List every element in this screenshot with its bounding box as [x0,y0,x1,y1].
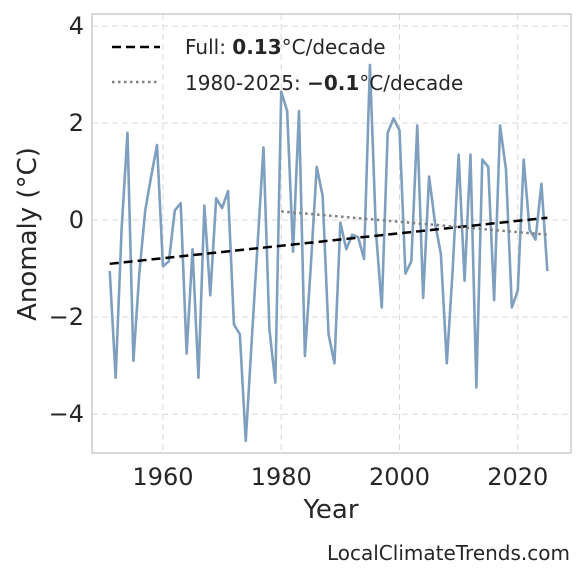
legend-entry-full: Full: 0.13°C/decade [185,35,386,59]
legend-recent-prefix: 1980-2025: [185,71,307,95]
anomaly-series-line [108,63,549,443]
y-tick-label-2: 2 [69,109,84,137]
credit-text: LocalClimateTrends.com [327,541,570,565]
trend-line-recent [281,210,548,236]
series-layer [108,63,549,443]
y-tick-labels: −4 −2 0 2 4 [49,12,84,428]
y-tick-label--2: −2 [49,303,84,331]
plot-frame [91,13,572,454]
x-tick-label-2020: 2020 [487,463,548,491]
y-tick-label-0: 0 [69,206,84,234]
x-axis-label: Year [302,495,358,525]
legend-entry-recent: 1980-2025: −0.1°C/decade [185,71,463,95]
x-tick-labels: 1960 1980 2000 2020 [132,463,548,491]
y-tick-label--4: −4 [49,400,84,428]
legend-recent-suffix: °C/decade [359,71,463,95]
trend-layer [109,210,548,266]
x-tick-label-1980: 1980 [251,463,312,491]
y-axis-label: Anomaly (°C) [13,147,43,321]
legend-full-suffix: °C/decade [282,35,386,59]
grid [92,14,571,453]
legend-full-value: 0.13 [232,35,281,59]
legend-full-prefix: Full: [185,35,232,59]
legend-recent-value: −0.1 [307,71,359,95]
trend-line-full [109,216,548,266]
x-tick-label-1960: 1960 [132,463,193,491]
x-tick-label-2000: 2000 [369,463,430,491]
y-tick-label-4: 4 [69,12,84,40]
legend: Full: 0.13°C/decade 1980-2025: −0.1°C/de… [112,35,463,95]
